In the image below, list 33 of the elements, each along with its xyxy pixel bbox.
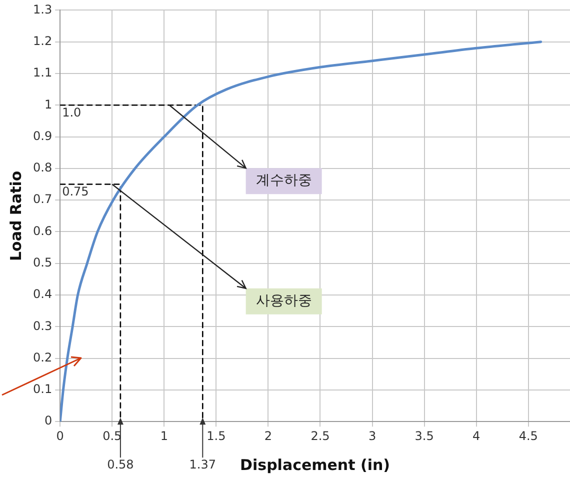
y-tick-label: 0.1 [32, 382, 52, 396]
x-tick-label: 0.5 [102, 428, 122, 443]
annotation: 1.0 [62, 105, 82, 120]
annotation: 계수하중 [256, 172, 312, 189]
x-tick-label: 2.5 [310, 428, 330, 443]
annotation: 0.75 [62, 184, 89, 198]
annotation: 사용하중 [256, 292, 312, 309]
y-tick-label: 0.2 [32, 350, 52, 364]
line-series [60, 40, 542, 422]
y-tick-label: 0.5 [32, 255, 52, 270]
y-tick-label: 0.8 [32, 160, 52, 175]
x-tick-label: 2 [264, 428, 272, 443]
x-tick-label: 0 [56, 428, 64, 443]
y-axis-title: Load Ratio [6, 170, 25, 262]
y-tick-label: 1.1 [32, 66, 52, 80]
x-tick-label: 4 [472, 428, 480, 443]
y-tick-label: 0 [44, 414, 52, 428]
y-tick-label: 0.3 [32, 318, 52, 333]
x-tick-label: 4.5 [518, 428, 538, 443]
y-tick-label: 1.2 [32, 34, 52, 48]
annotation: 0.58 [107, 458, 134, 472]
y-tick-label: 0.6 [32, 224, 52, 238]
y-tick-label: 1.3 [32, 2, 52, 16]
x-tick-label: 3.5 [414, 428, 434, 443]
y-tick-label: 0.4 [32, 287, 52, 302]
y-tick-label: 1 [44, 97, 52, 112]
x-tick-label: 3 [368, 428, 376, 443]
x-tick-label: 1 [160, 428, 168, 443]
annotation: 1.37 [189, 458, 216, 472]
y-tick-label: 0.7 [32, 192, 52, 206]
x-tick-label: 1.5 [206, 428, 226, 443]
y-tick-label: 0.9 [32, 128, 52, 143]
x-axis-title: Displacement (in) [240, 456, 390, 474]
